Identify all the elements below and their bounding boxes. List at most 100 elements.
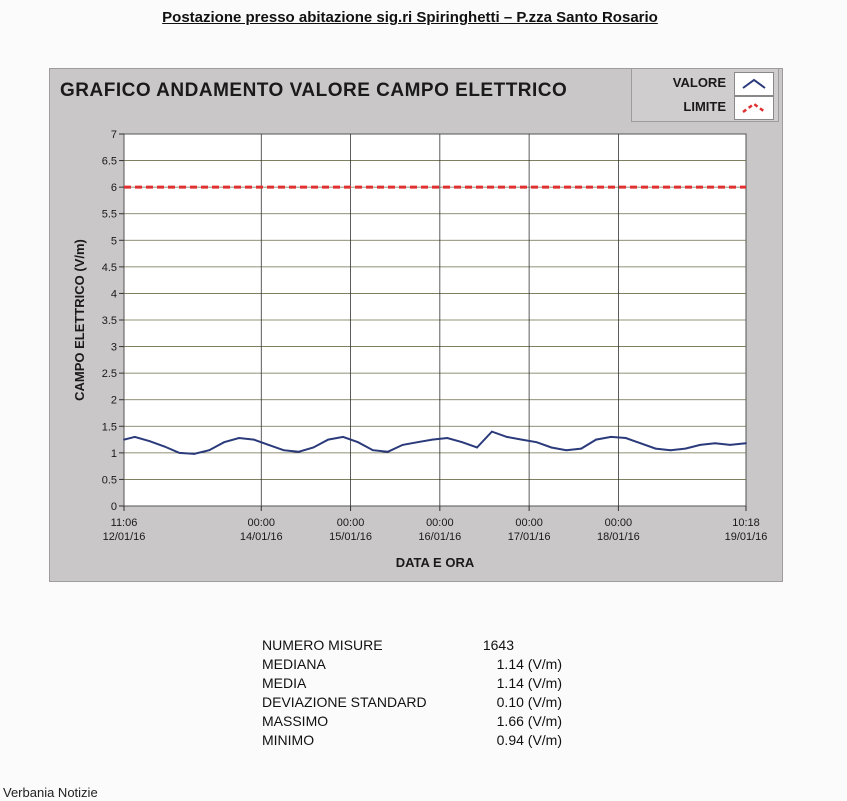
data-point	[639, 442, 642, 445]
x-tick-date: 17/01/16	[508, 531, 551, 543]
stat-name: MEDIA	[262, 675, 307, 691]
y-tick-label: 5	[111, 235, 117, 247]
y-tick-label: 6	[111, 182, 117, 194]
y-tick-label: 6.5	[102, 156, 117, 168]
stat-value: 1.14 (V/m)	[496, 675, 562, 691]
y-tick-label: 2	[111, 395, 117, 407]
y-tick-label: 4.5	[102, 262, 117, 274]
data-point	[133, 436, 136, 438]
data-point	[163, 445, 166, 448]
stat-value: 0.10 (V/m)	[496, 694, 562, 710]
y-tick-label: 7	[111, 129, 117, 141]
stat-row-massimo: MASSIMO 1.66 (V/m)	[262, 713, 582, 732]
stat-row-mediana: MEDIANA 1.14 (V/m)	[262, 656, 582, 675]
data-point	[684, 447, 687, 450]
data-point	[729, 443, 731, 446]
y-tick-label: 2.5	[102, 368, 117, 380]
data-point	[595, 438, 597, 441]
stat-name: MEDIANA	[262, 656, 326, 672]
stat-name: NUMERO MISURE	[262, 637, 383, 653]
stat-value: 1643	[482, 637, 514, 653]
x-axis-label: DATA E ORA	[396, 555, 475, 570]
x-tick-time: 00:00	[337, 517, 365, 529]
x-tick-date: 19/01/16	[725, 531, 768, 543]
legend-label-valore: VALORE	[672, 75, 726, 90]
y-tick-label: 4	[111, 288, 117, 300]
line-chevron-icon	[742, 78, 766, 89]
data-point	[431, 438, 434, 441]
data-point	[208, 449, 211, 452]
data-point	[714, 442, 717, 445]
data-point	[178, 451, 181, 454]
y-axis-ticks: 0 0.5 1 1.5 2 2.5 3 3.5 4 4.5 5 5.5 6 6.5 7	[102, 129, 124, 513]
x-tick-time: 00:00	[515, 517, 543, 529]
y-tick-label: 3.5	[102, 315, 117, 327]
data-point	[535, 441, 538, 444]
data-point	[401, 443, 404, 446]
data-point	[476, 446, 478, 449]
data-point	[371, 449, 374, 452]
stat-row-deviazione-standard: DEVIAZIONE STANDARD 0.10 (V/m)	[262, 694, 582, 713]
data-point	[252, 438, 255, 441]
data-point	[654, 447, 657, 450]
y-axis-label: CAMPO ELETTRICO (V/m)	[72, 239, 87, 401]
data-point	[148, 440, 151, 443]
data-point	[565, 449, 568, 452]
data-point	[193, 453, 196, 455]
data-point	[312, 446, 315, 449]
legend-swatch-limite	[734, 96, 774, 120]
data-point	[520, 438, 523, 441]
x-tick-time: 11:06	[111, 517, 138, 529]
stat-row-media: MEDIA 1.14 (V/m)	[262, 675, 582, 694]
data-point	[327, 438, 330, 441]
legend-swatch-valore	[734, 72, 774, 96]
stat-row-numero-misure: NUMERO MISURE 1643	[262, 637, 582, 656]
data-point	[267, 443, 270, 446]
data-point	[282, 449, 285, 452]
x-tick-date: 14/01/16	[240, 531, 283, 543]
y-tick-label: 0.5	[102, 474, 117, 486]
x-tick-date: 16/01/16	[418, 531, 461, 543]
legend-label-limite: LIMITE	[683, 99, 726, 114]
chart-title: GRAFICO ANDAMENTO VALORE CAMPO ELETTRICO	[60, 80, 568, 101]
data-point	[461, 441, 464, 444]
data-point	[550, 446, 553, 449]
data-point	[223, 441, 225, 444]
stat-value: 1.14 (V/m)	[496, 656, 562, 672]
legend-item-valore: VALORE	[632, 71, 778, 96]
stat-value: 0.94 (V/m)	[496, 732, 562, 748]
data-point	[580, 447, 583, 450]
data-point	[505, 436, 508, 438]
stat-name: MASSIMO	[262, 713, 329, 729]
x-tick-time: 00:00	[426, 517, 454, 529]
data-point	[357, 441, 359, 444]
legend-item-limite: LIMITE	[632, 95, 778, 120]
data-point	[416, 441, 419, 444]
data-point	[491, 430, 493, 433]
stat-value: 1.66 (V/m)	[496, 713, 562, 729]
data-point	[745, 442, 747, 445]
data-point	[238, 437, 240, 439]
data-point	[386, 450, 389, 453]
data-point	[624, 437, 627, 439]
data-point	[610, 436, 612, 438]
x-tick-time: 10:18	[732, 517, 760, 529]
x-tick-date: 15/01/16	[329, 531, 372, 543]
stat-name: DEVIAZIONE STANDARD	[262, 694, 427, 710]
watermark: Verbania Notizie	[3, 785, 98, 800]
y-tick-label: 5.5	[102, 209, 117, 221]
data-point	[123, 438, 125, 441]
x-axis-ticks: 11:06 12/01/16 00:00 14/01/16 00:00 15/01/16 0…	[103, 506, 768, 543]
statistics-table: NUMERO MISURE 1643 MEDIANA 1.14 (V/m) ME…	[262, 637, 582, 751]
x-tick-date: 18/01/16	[597, 531, 640, 543]
data-point	[699, 443, 702, 446]
x-tick-time: 00:00	[248, 517, 276, 529]
y-tick-label: 1	[111, 448, 117, 460]
x-tick-time: 00:00	[605, 517, 633, 529]
series-layer	[123, 185, 747, 455]
stat-name: MINIMO	[262, 732, 315, 748]
chart-legend: VALORE LIMITE	[631, 68, 779, 122]
y-tick-label: 0	[111, 501, 117, 513]
dashed-chevron-icon	[742, 102, 766, 114]
